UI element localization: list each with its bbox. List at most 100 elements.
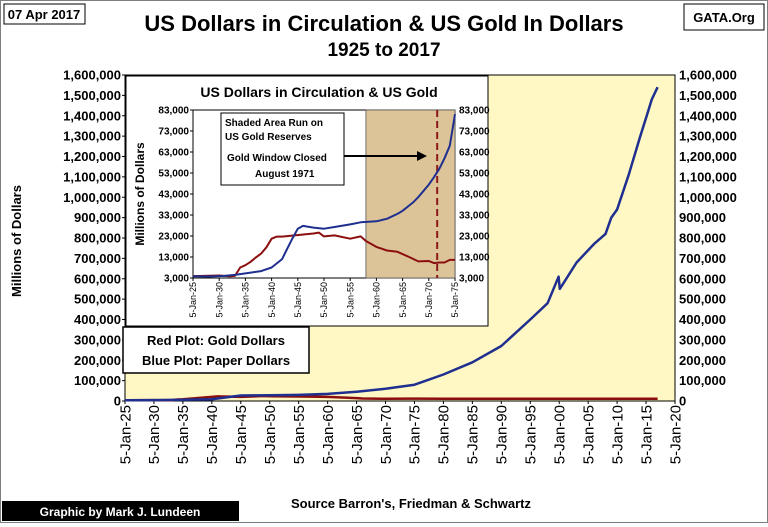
y-tick-left: 23,000 xyxy=(158,232,189,243)
y-tick-right: 1,500,000 xyxy=(679,88,737,103)
chart-subtitle: 1925 to 2017 xyxy=(327,40,440,61)
y-tick-left: 33,000 xyxy=(158,211,189,222)
y-tick-right: 100,000 xyxy=(679,373,726,388)
main-series-group xyxy=(124,86,659,402)
inset-y-axis-left: 3,000 13,000 23,000 33,000 43,000 53,000 63,00… xyxy=(158,106,193,285)
y-tick-right: 1,200,000 xyxy=(679,149,737,164)
x-tick-label: 5-Jan-75 xyxy=(407,405,424,464)
source-text: Source Barron's, Friedman & Schwartz xyxy=(291,496,532,511)
y-tick-left: 1,200,000 xyxy=(63,149,121,164)
y-tick-left: 200,000 xyxy=(74,353,121,368)
y-tick-right: 500,000 xyxy=(679,292,726,307)
y-tick-right: 1,300,000 xyxy=(679,129,737,144)
x-tick-label: 5-Jan-25 xyxy=(117,405,134,464)
y-tick-left: 3,000 xyxy=(164,274,189,285)
inset-y-axis-title: Millions of Dollars xyxy=(133,142,147,246)
y-tick-right: 13,000 xyxy=(459,253,490,264)
x-tick-label: 5-Jan-05 xyxy=(580,405,597,464)
x-tick-label: 5-Jan-55 xyxy=(345,282,355,318)
y-tick-left: 1,600,000 xyxy=(63,68,121,83)
x-tick-label: 5-Jan-20 xyxy=(667,405,684,464)
x-tick-label: 5-Jan-60 xyxy=(372,282,382,318)
y-tick-left: 63,000 xyxy=(158,148,189,159)
legend-paper: Blue Plot: Paper Dollars xyxy=(142,353,290,368)
source-tag: GATA.Org xyxy=(693,10,755,25)
x-tick-label: 5-Jan-90 xyxy=(494,405,511,464)
y-tick-right: 1,600,000 xyxy=(679,68,737,83)
x-tick-label: 5-Jan-35 xyxy=(241,282,251,318)
x-tick-label: 5-Jan-45 xyxy=(233,405,250,464)
annotation-box xyxy=(220,112,345,186)
y-tick-right: 73,000 xyxy=(459,127,490,138)
x-tick-label: 5-Jan-95 xyxy=(523,405,540,464)
x-tick-label: 5-Jan-35 xyxy=(175,405,192,464)
main-y-axis-right: 0 100,000 200,000 300,000 400,000 500,000 600,… xyxy=(679,68,737,409)
inset-shaded-region xyxy=(365,109,456,279)
y-tick-right: 800,000 xyxy=(679,231,726,246)
y-tick-right: 83,000 xyxy=(459,106,490,117)
annotation-arrow-head xyxy=(417,151,427,161)
legend-box xyxy=(122,326,310,374)
y-tick-left: 73,000 xyxy=(158,127,189,138)
y-tick-right: 33,000 xyxy=(459,211,490,222)
annotation-window-line1: Gold Window Closed xyxy=(227,153,327,164)
y-tick-left: 0 xyxy=(114,394,121,409)
series-gold-dollars xyxy=(192,231,455,278)
inset-title: US Dollars in Circulation & US Gold xyxy=(200,84,437,100)
y-tick-left: 400,000 xyxy=(74,312,121,327)
x-tick-label: 5-Jan-10 xyxy=(609,405,626,464)
y-tick-left: 900,000 xyxy=(74,210,121,225)
annotation-window-line2: August 1971 xyxy=(255,169,315,180)
main-y-axis-left: 0 100,000 200,000 300,000 400,000 500,000 600,… xyxy=(63,68,125,409)
y-tick-right: 400,000 xyxy=(679,312,726,327)
annotation-shaded-line2: US Gold Reserves xyxy=(225,132,312,143)
x-tick-label: 5-Jan-65 xyxy=(349,405,366,464)
credit-bar xyxy=(2,501,239,521)
y-tick-right: 300,000 xyxy=(679,332,726,347)
x-tick-label: 5-Jan-00 xyxy=(551,405,568,464)
y-tick-left: 83,000 xyxy=(158,106,189,117)
x-tick-label: 5-Jan-55 xyxy=(291,405,308,464)
x-tick-label: 5-Jan-65 xyxy=(398,282,408,318)
x-tick-label: 5-Jan-50 xyxy=(262,405,279,464)
main-y-axis-title: Millions of Dollars xyxy=(9,185,24,297)
y-tick-left: 1,500,000 xyxy=(63,88,121,103)
x-tick-label: 5-Jan-25 xyxy=(188,282,198,318)
inset-series-group xyxy=(192,114,456,278)
y-tick-left: 1,300,000 xyxy=(63,129,121,144)
x-tick-label: 5-Jan-85 xyxy=(465,405,482,464)
y-tick-left: 1,100,000 xyxy=(63,169,121,184)
y-tick-left: 300,000 xyxy=(74,332,121,347)
series-paper-dollars xyxy=(192,114,456,278)
y-tick-left: 1,000,000 xyxy=(63,190,121,205)
series-paper-dollars xyxy=(124,86,659,402)
y-tick-left: 13,000 xyxy=(158,253,189,264)
y-tick-right: 43,000 xyxy=(459,190,490,201)
source-tag-box xyxy=(683,3,765,31)
y-tick-right: 53,000 xyxy=(459,169,490,180)
y-tick-right: 1,000,000 xyxy=(679,190,737,205)
y-tick-right: 700,000 xyxy=(679,251,726,266)
y-tick-right: 63,000 xyxy=(459,148,490,159)
annotation-shaded-line1: Shaded Area Run on xyxy=(225,118,323,129)
x-tick-label: 5-Jan-30 xyxy=(146,405,163,464)
y-tick-right: 1,100,000 xyxy=(679,169,737,184)
x-tick-label: 5-Jan-15 xyxy=(638,405,655,464)
date-label: 07 Apr 2017 xyxy=(8,7,81,22)
shaded-run-on-gold xyxy=(365,109,456,279)
y-tick-right: 1,400,000 xyxy=(679,108,737,123)
inset-y-axis-right: 3,000 13,000 23,000 33,000 43,000 53,000 63,00… xyxy=(459,106,490,285)
x-tick-label: 5-Jan-75 xyxy=(450,282,460,318)
x-tick-label: 5-Jan-30 xyxy=(214,282,224,318)
x-tick-label: 5-Jan-45 xyxy=(293,282,303,318)
x-tick-label: 5-Jan-60 xyxy=(320,405,337,464)
y-tick-left: 100,000 xyxy=(74,373,121,388)
main-x-axis: 5-Jan-25 5-Jan-30 5-Jan-35 5-Jan-40 5-Jan-45… xyxy=(117,401,684,464)
x-tick-label: 5-Jan-80 xyxy=(436,405,453,464)
y-tick-right: 900,000 xyxy=(679,210,726,225)
y-tick-right: 3,000 xyxy=(459,274,484,285)
y-tick-right: 200,000 xyxy=(679,353,726,368)
x-tick-label: 5-Jan-70 xyxy=(424,282,434,318)
